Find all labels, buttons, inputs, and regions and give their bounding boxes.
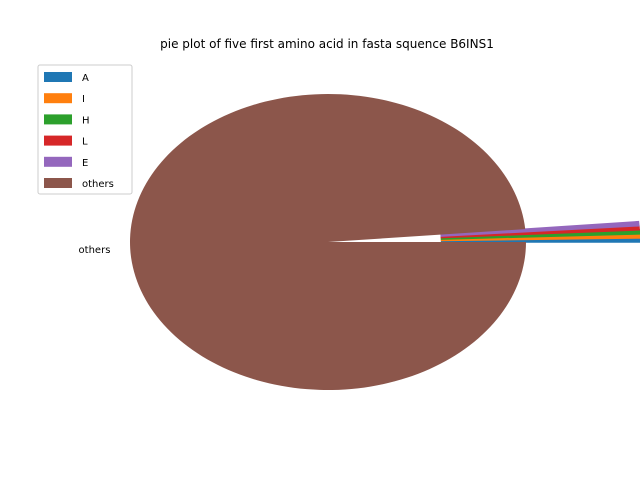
legend-label-i: I — [82, 94, 85, 105]
pie-slice-labels: AIHLothers — [79, 245, 111, 256]
pie-slice-e — [440, 220, 640, 237]
legend-label-e: E — [82, 158, 88, 169]
legend-frame — [37, 64, 133, 195]
pie-slices — [130, 94, 640, 391]
legend-swatch-l — [44, 135, 72, 146]
legend-swatch-others — [44, 178, 72, 188]
pie-slice-others — [130, 94, 526, 391]
legend-label-l: L — [82, 137, 88, 148]
legend-label-h: H — [82, 115, 90, 126]
slice-label-others: others — [79, 245, 111, 256]
legend-label-a: A — [82, 73, 89, 84]
legend-swatch-i — [44, 93, 72, 104]
legend-swatch-h — [44, 114, 72, 125]
chart-title: pie plot of five first amino acid in fas… — [160, 37, 494, 51]
legend-swatch-e — [44, 156, 72, 167]
legend-label-others: others — [82, 179, 114, 190]
legend-swatch-a — [44, 72, 72, 82]
